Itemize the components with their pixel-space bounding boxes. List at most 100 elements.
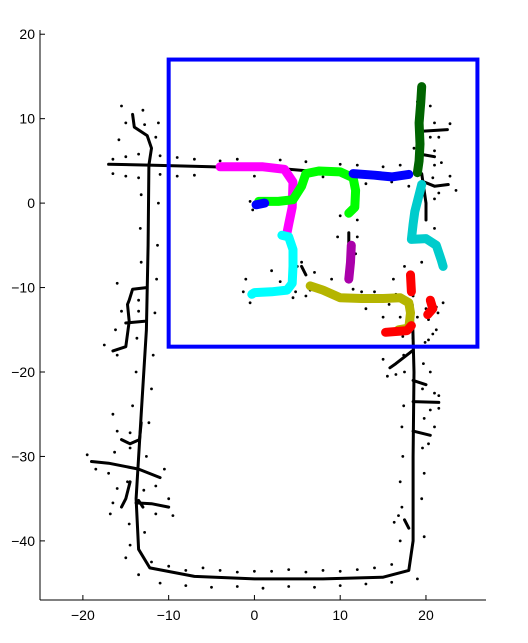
noise-point [137,152,141,156]
noise-point [421,446,424,450]
trajectory-segment [388,349,414,370]
noise-point [128,543,132,547]
noise-point [390,580,394,584]
colored-segment [406,270,416,297]
noise-point [107,471,110,475]
noise-point [287,568,291,571]
noise-point [433,163,436,167]
noise-point [153,311,157,315]
noise-point [151,353,155,357]
noise-point [145,455,148,458]
noise-point [150,387,153,391]
noise-point [248,200,252,203]
noise-point [428,370,432,374]
noise-point [386,374,389,378]
noise-point [381,165,385,169]
noise-point [441,301,445,305]
noise-point [157,121,160,125]
noise-point [351,287,355,291]
colored-segment [406,180,448,271]
noise-point [407,184,411,188]
noise-point [304,294,308,298]
noise-point [157,201,160,205]
noise-point [394,373,398,376]
noise-point [114,328,117,332]
noise-point [428,408,432,412]
noise-point [440,161,443,165]
noise-point [158,173,162,176]
noise-point [167,564,171,568]
noise-point [253,174,256,178]
noise-point [398,163,402,167]
noise-point [158,581,162,585]
noise-point [175,156,179,159]
noise-point [167,497,171,501]
noise-point [431,176,435,180]
noise-point [422,471,426,475]
noise-point [241,290,245,294]
trajectory-segment [411,400,441,404]
noise-point [300,260,303,264]
noise-point [278,158,282,162]
noise-point [338,162,342,166]
noise-point [117,138,121,142]
noise-point [397,514,400,517]
y-tick-label: 0 [27,195,35,211]
noise-point [124,155,128,159]
noise-point [278,280,282,283]
noise-point [355,163,359,167]
noise-point [433,121,436,125]
noise-point [287,585,291,588]
trajectory-segment [137,498,145,509]
noise-point [163,467,166,471]
noise-point [124,174,128,178]
noise-points [85,100,458,590]
noise-point [338,214,342,218]
noise-point [437,406,441,410]
noise-point [355,218,359,222]
noise-point [360,290,363,294]
noise-point [154,484,158,488]
noise-point [141,108,145,112]
colored-segment [423,295,438,320]
x-tick-label: 10 [332,607,348,623]
noise-point [175,174,179,178]
x-tick-label: −20 [71,607,95,623]
noise-point [304,570,308,574]
noise-point [422,362,425,365]
noise-point [124,556,128,560]
noise-point [416,315,419,319]
noise-point [184,569,188,572]
noise-point [111,157,115,161]
noise-point [115,429,119,433]
noise-point [364,582,368,586]
noise-point [143,123,147,126]
y-tick-label: −10 [11,280,35,296]
trajectory-segment [411,378,428,387]
colored-segments [215,82,448,337]
noise-point [142,488,146,492]
colored-segment [381,321,416,337]
noise-point [150,560,153,564]
noise-point [218,159,222,163]
noise-point [400,505,404,509]
noise-point [387,303,391,306]
noise-point [336,235,339,239]
noise-point [244,277,248,281]
noise-point [422,417,426,420]
noise-point [154,512,158,516]
noise-point [412,146,416,150]
noise-point [261,586,265,590]
y-tick-label: 20 [19,26,35,42]
x-ticks: −20 −10 0 10 20 [71,595,434,623]
noise-point [94,467,98,471]
noise-point [124,121,128,125]
trajectory-segment [137,467,162,480]
noise-point [134,370,138,374]
colored-segment [348,169,414,182]
region-box [166,57,480,349]
x-tick-label: 20 [418,607,434,623]
noise-point [428,135,432,139]
noise-point [270,269,273,273]
